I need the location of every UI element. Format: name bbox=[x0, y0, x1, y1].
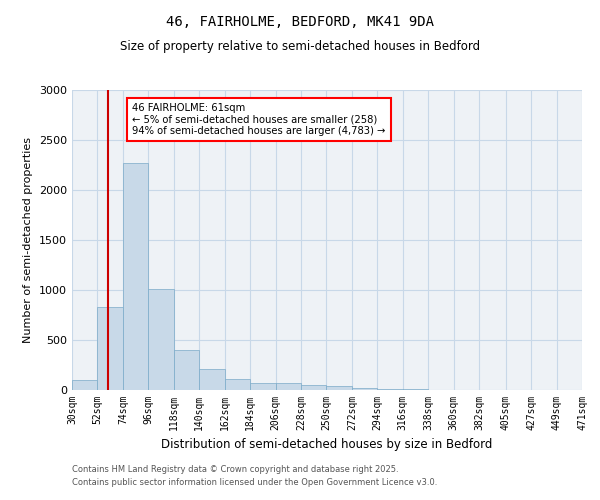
Bar bbox=[174, 350, 199, 390]
Text: Contains HM Land Registry data © Crown copyright and database right 2025.: Contains HM Land Registry data © Crown c… bbox=[72, 466, 398, 474]
Text: Size of property relative to semi-detached houses in Bedford: Size of property relative to semi-detach… bbox=[120, 40, 480, 53]
Bar bbox=[199, 369, 224, 390]
Bar bbox=[301, 384, 326, 390]
Bar bbox=[352, 388, 377, 390]
Bar bbox=[275, 383, 301, 390]
Bar bbox=[250, 383, 275, 390]
X-axis label: Distribution of semi-detached houses by size in Bedford: Distribution of semi-detached houses by … bbox=[161, 438, 493, 452]
Y-axis label: Number of semi-detached properties: Number of semi-detached properties bbox=[23, 137, 34, 343]
Text: 46 FAIRHOLME: 61sqm
← 5% of semi-detached houses are smaller (258)
94% of semi-d: 46 FAIRHOLME: 61sqm ← 5% of semi-detache… bbox=[132, 103, 386, 136]
Bar bbox=[72, 380, 97, 390]
Bar bbox=[123, 163, 148, 390]
Bar bbox=[326, 386, 352, 390]
Text: Contains public sector information licensed under the Open Government Licence v3: Contains public sector information licen… bbox=[72, 478, 437, 487]
Bar bbox=[224, 379, 250, 390]
Bar bbox=[97, 307, 123, 390]
Bar bbox=[148, 289, 174, 390]
Bar bbox=[377, 389, 403, 390]
Text: 46, FAIRHOLME, BEDFORD, MK41 9DA: 46, FAIRHOLME, BEDFORD, MK41 9DA bbox=[166, 15, 434, 29]
